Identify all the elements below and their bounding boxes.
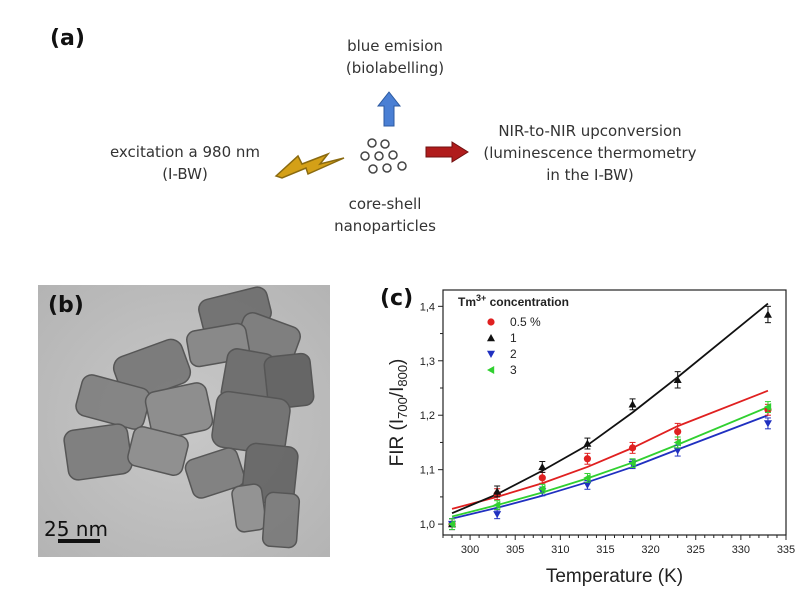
panel-label-c: (c) — [380, 286, 414, 311]
data-point-series-3 — [448, 520, 456, 529]
blue-emission-line-2: (biolabelling) — [345, 59, 445, 77]
data-point-series-3 — [583, 473, 591, 482]
data-point-series-3 — [538, 484, 546, 493]
x-tick-label: 315 — [596, 544, 614, 556]
data-point-series-3 — [763, 403, 772, 412]
x-tick-label: 330 — [732, 544, 750, 556]
core-shell-line-1: core-shell — [348, 195, 422, 213]
x-tick-label: 335 — [777, 544, 795, 556]
blue-emission-label: blue emision (biolabelling) — [320, 35, 470, 79]
data-point-series-3 — [673, 438, 681, 447]
x-tick-label: 310 — [551, 544, 569, 556]
data-point-series-3 — [628, 459, 636, 468]
data-point-series-2 — [493, 511, 502, 519]
legend-marker-series-3 — [487, 366, 495, 374]
x-tick-label: 305 — [506, 544, 524, 556]
legend-label-series-2: 2 — [510, 347, 517, 361]
tem-micrograph: 25 nm — [38, 285, 330, 557]
x-tick-label: 300 — [461, 544, 479, 556]
blue-up-arrow-icon — [376, 91, 402, 127]
y-tick-label: 1,2 — [420, 410, 435, 422]
data-point-series-0 — [583, 455, 592, 463]
y-axis-label: FIR (I700/I800) — [387, 359, 410, 467]
legend-marker-series-0 — [487, 318, 495, 326]
data-point-series-2 — [673, 447, 682, 455]
excitation-line-2: (I-BW) — [162, 165, 208, 183]
panel-label-a: (a) — [50, 26, 85, 51]
legend-label-series-3: 3 — [510, 363, 517, 377]
legend-title: Tm3+ concentration — [458, 293, 569, 309]
x-tick-label: 325 — [687, 544, 705, 556]
data-point-series-1 — [628, 400, 637, 408]
fir-chart: 300 305 310 315 320 325 330 335 1,0 1,1 1,2 1,3 1,4 T… — [387, 289, 795, 587]
y-tick-label: 1,1 — [420, 465, 435, 477]
scale-bar — [58, 539, 100, 543]
legend-label-series-0: 0.5 % — [510, 315, 541, 329]
nir-line-3: in the I-BW) — [546, 166, 634, 184]
x-tick-label: 320 — [641, 544, 659, 556]
legend-marker-series-1 — [487, 334, 495, 342]
legend-marker-series-2 — [487, 350, 495, 358]
data-point-series-1 — [763, 310, 772, 318]
data-point-series-1 — [583, 439, 592, 447]
excitation-line-1: excitation a 980 nm — [109, 143, 261, 161]
data-point-series-2 — [763, 420, 772, 428]
y-tick-label: 1,3 — [420, 356, 435, 368]
nir-upconversion-label: NIR-to-NIR upconversion (luminescence th… — [475, 120, 705, 186]
data-point-series-0 — [628, 444, 637, 452]
core-shell-label: core-shell nanoparticles — [320, 193, 450, 237]
fit-line-series-0 — [451, 389, 769, 510]
data-point-series-0 — [538, 474, 546, 482]
nanoparticle-cluster-icon — [360, 138, 407, 174]
nir-line-2: (luminescence thermometry — [483, 144, 697, 162]
lightning-bolt-icon — [274, 152, 345, 179]
red-right-arrow-icon — [425, 141, 469, 163]
y-tick-label: 1,4 — [420, 301, 435, 313]
data-point-series-2 — [583, 481, 592, 489]
scale-bar-label: 25 nm — [44, 517, 108, 541]
data-point-series-1 — [673, 375, 682, 384]
data-point-series-3 — [493, 501, 501, 510]
data-point-series-1 — [538, 462, 547, 471]
blue-emission-line-1: blue emision — [347, 37, 443, 55]
data-point-series-1 — [493, 487, 502, 495]
core-shell-line-2: nanoparticles — [334, 217, 436, 235]
y-tick-label: 1,0 — [420, 519, 435, 531]
data-point-series-0 — [674, 427, 682, 436]
nir-line-1: NIR-to-NIR upconversion — [498, 122, 682, 140]
excitation-label: excitation a 980 nm (I-BW) — [95, 141, 275, 185]
tem-particles-image — [38, 285, 330, 557]
legend-label-series-1: 1 — [510, 331, 517, 345]
panel-label-b: (b) — [48, 293, 84, 318]
x-axis-label: Temperature (K) — [546, 566, 683, 587]
